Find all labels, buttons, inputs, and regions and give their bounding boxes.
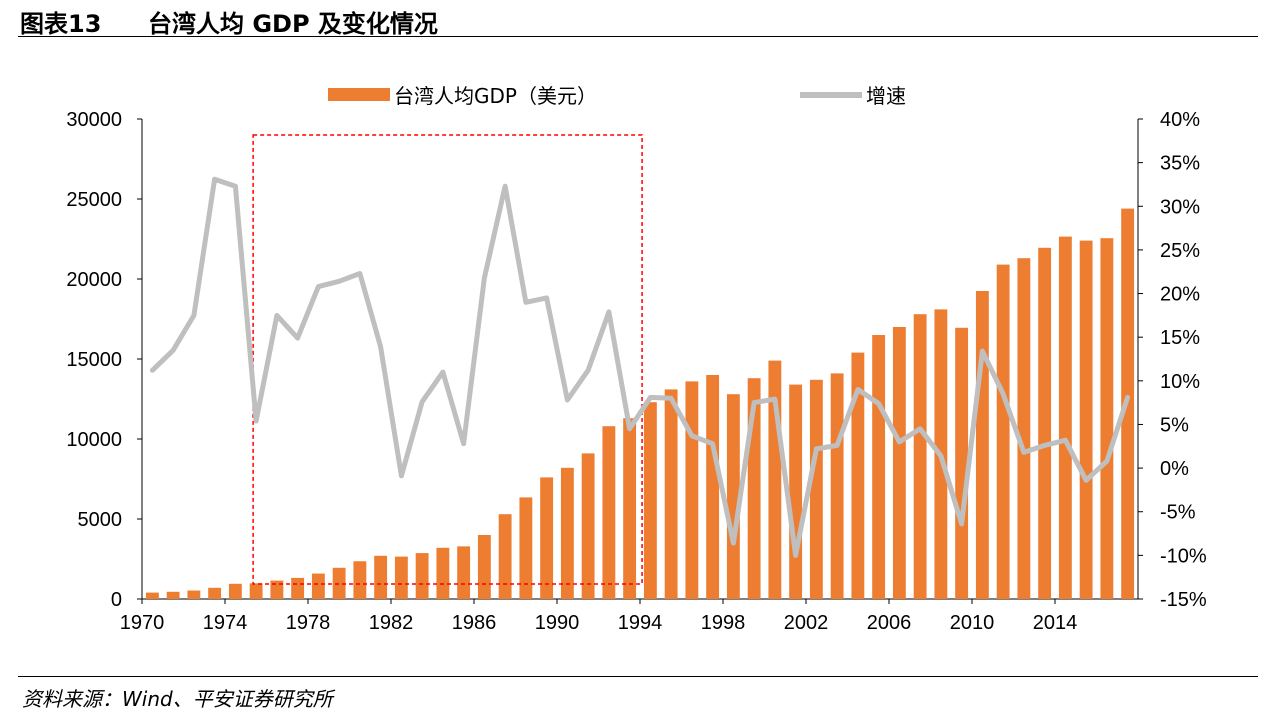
right-axis-tick-label: 20% [1160, 284, 1200, 306]
left-axis-tick-label: 20000 [66, 269, 122, 291]
legend-gdp-label: 台湾人均GDP（美元） [394, 84, 597, 108]
gdp-bar-2004 [851, 352, 865, 599]
gdp-bar-2005 [872, 335, 886, 599]
gdp-bar-1983 [415, 553, 429, 599]
gdp-bar-2015 [1079, 240, 1093, 599]
x-axis-tick-label: 1990 [535, 612, 580, 634]
gdp-bar-1993 [623, 418, 637, 599]
growth-line [149, 176, 1131, 558]
left-axis-tick-label: 0 [111, 589, 122, 611]
gdp-bar-1985 [457, 546, 471, 599]
x-axis-tick-label: 2006 [867, 612, 912, 634]
gdp-bar-1970 [145, 592, 159, 599]
gdp-bar-2010 [975, 291, 989, 599]
right-axis-tick-label: 25% [1160, 240, 1200, 262]
right-axis-tick-label: 5% [1160, 414, 1189, 436]
gdp-bar-1994 [643, 402, 657, 599]
gdp-bar-1976 [270, 580, 284, 599]
gdp-bar-1978 [311, 573, 325, 599]
gdp-chart: 台湾人均GDP（美元） 增速 0 5000 10000 15000 20000 25000… [66, 84, 1207, 634]
gdp-bar-2002 [809, 379, 823, 599]
chart-axes [137, 118, 1143, 604]
left-axis-tick-label: 15000 [66, 349, 122, 371]
x-axis-tick-label: 2014 [1033, 612, 1078, 634]
gdp-bar-1990 [560, 467, 574, 599]
gdp-bar-1980 [353, 561, 367, 599]
x-axis-tick-label: 1978 [286, 612, 331, 634]
gdp-bar-1988 [519, 497, 533, 599]
gdp-bar-1997 [706, 375, 720, 599]
gdp-bar-1974 [228, 583, 242, 599]
chart-legend: 台湾人均GDP（美元） 增速 [328, 84, 906, 108]
left-axis-tick-label: 5000 [78, 509, 123, 531]
right-axis-tick-label: 40% [1160, 109, 1200, 131]
gdp-bar-2001 [789, 384, 803, 599]
growth-line-group [149, 176, 1131, 558]
right-axis-tick-label: -5% [1160, 502, 1196, 524]
x-axis-labels: 1970 1974 1978 1982 1986 1990 1994 1998 2002 2006… [120, 612, 1078, 634]
gdp-bar-1979 [332, 567, 346, 599]
gdp-bar-2011 [996, 264, 1010, 599]
x-axis-tick-label: 1974 [203, 612, 248, 634]
x-axis-tick-label: 1970 [120, 612, 165, 634]
x-axis-tick-label: 2010 [950, 612, 995, 634]
right-axis-tick-label: 15% [1160, 327, 1200, 349]
gdp-bar-1981 [374, 555, 388, 599]
gdp-bar-1975 [249, 583, 263, 599]
gdp-bar-1971 [166, 591, 180, 599]
figure-header: 图表13 台湾人均 GDP 及变化情况 [18, 2, 1258, 38]
left-axis-tick-label: 25000 [66, 189, 122, 211]
gdp-bar-2012 [1017, 258, 1031, 599]
left-axis-labels: 0 5000 10000 15000 20000 25000 30000 [66, 109, 122, 611]
gdp-bar-1992 [602, 426, 616, 599]
gdp-bar-1973 [208, 587, 222, 599]
legend-bar-swatch [328, 88, 390, 101]
right-axis-tick-label: 30% [1160, 196, 1200, 218]
x-axis-tick-label: 1994 [618, 612, 663, 634]
left-axis-tick-label: 10000 [66, 429, 122, 451]
gdp-bars [145, 208, 1135, 600]
gdp-bar-2006 [892, 327, 906, 599]
gdp-bar-2013 [1038, 247, 1052, 600]
gdp-bar-1991 [581, 453, 595, 599]
right-axis-tick-label: 0% [1160, 458, 1189, 480]
figure-title: 台湾人均 GDP 及变化情况 [148, 10, 438, 38]
gdp-bar-1995 [664, 389, 678, 599]
figure-label: 图表13 [20, 10, 102, 38]
source-note: 资料来源：Wind、平安证券研究所 [22, 687, 333, 711]
source-footer: 资料来源：Wind、平安证券研究所 [18, 676, 1258, 711]
x-axis-tick-label: 1982 [369, 612, 414, 634]
right-axis-tick-label: -10% [1160, 545, 1207, 567]
gdp-bar-2007 [913, 314, 927, 599]
gdp-bar-1986 [477, 535, 491, 599]
right-axis-tick-label: 35% [1160, 153, 1200, 175]
left-axis-tick-label: 30000 [66, 109, 122, 131]
x-axis-tick-label: 1986 [452, 612, 497, 634]
gdp-bar-1984 [436, 547, 450, 599]
gdp-bar-1972 [187, 590, 201, 599]
right-axis-labels: -15% -10% -5% 0% 5% 10% 15% 20% 25% 30% 35% 40% [1160, 109, 1207, 611]
gdp-bar-1987 [498, 514, 512, 599]
gdp-bar-1998 [726, 394, 740, 599]
gdp-bar-2009 [955, 327, 969, 599]
gdp-bar-2003 [830, 373, 844, 599]
gdp-bar-2000 [768, 360, 782, 599]
gdp-bar-1989 [540, 477, 554, 599]
right-axis-tick-label: -15% [1160, 589, 1207, 611]
legend-growth-label: 增速 [866, 84, 906, 108]
gdp-bar-1977 [291, 577, 305, 599]
gdp-bar-2014 [1058, 236, 1072, 599]
x-axis-tick-label: 2002 [784, 612, 829, 634]
gdp-bar-1996 [685, 381, 699, 599]
gdp-bar-2016 [1100, 238, 1114, 599]
gdp-bar-1982 [394, 556, 408, 599]
x-axis-tick-label: 1998 [701, 612, 746, 634]
right-axis-tick-label: 10% [1160, 371, 1200, 393]
